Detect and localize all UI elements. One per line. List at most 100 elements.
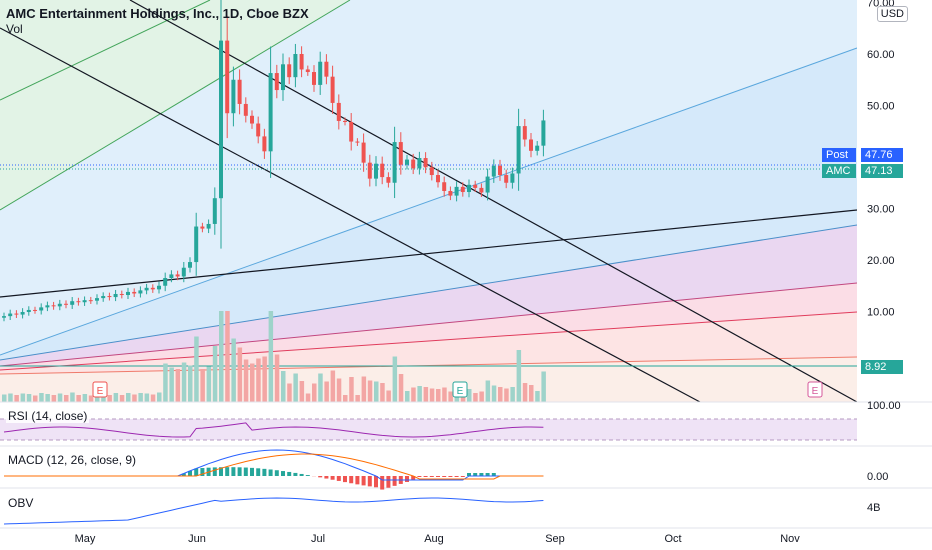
macd-histogram-bar — [212, 467, 217, 476]
candle — [212, 198, 217, 224]
volume-bar — [448, 391, 453, 402]
fib-band — [0, 0, 857, 355]
volume-bar — [268, 311, 274, 402]
macd-histogram-bar — [479, 473, 484, 476]
volume-bar — [2, 394, 7, 402]
volume-bar — [88, 395, 94, 402]
volume-bar — [200, 369, 205, 402]
volume-label: Vol — [6, 22, 23, 36]
macd-histogram-bar — [355, 476, 360, 485]
volume-bar — [231, 338, 236, 402]
volume-bar — [281, 371, 286, 402]
macd-histogram-bar — [262, 468, 267, 476]
candle — [45, 305, 50, 308]
candle — [535, 145, 540, 151]
volume-bar — [132, 394, 137, 402]
amc-label: AMC — [822, 164, 856, 178]
candle — [485, 176, 490, 193]
candle — [231, 79, 236, 114]
candle — [169, 274, 174, 279]
candle — [361, 142, 366, 163]
candle — [473, 184, 478, 188]
candle — [175, 274, 180, 277]
candle — [417, 158, 422, 169]
macd-histogram-bar — [200, 468, 205, 476]
volume-bar — [95, 393, 100, 402]
volume-bar — [411, 387, 416, 402]
volume-bar — [349, 377, 354, 402]
x-tick-label: Jul — [311, 533, 325, 545]
fan-line — [0, 311, 858, 371]
macd-tick-label: 0.00 — [867, 471, 888, 483]
earnings-marker — [92, 381, 108, 398]
price-axis — [857, 0, 932, 550]
volume-bar — [367, 380, 373, 402]
fan-line — [0, 47, 858, 356]
volume-bar — [169, 367, 174, 402]
rsi-pane-label: RSI (14, close) — [6, 409, 90, 423]
macd-histogram-bar — [405, 476, 409, 482]
candle — [498, 165, 502, 176]
candle — [95, 298, 99, 301]
macd-histogram-bar — [231, 467, 236, 476]
macd-histogram-bar — [367, 476, 372, 487]
earnings-marker — [452, 381, 468, 398]
volume-bar — [473, 393, 478, 402]
candle — [529, 139, 533, 151]
macd-histogram-bar — [380, 476, 385, 490]
candle — [343, 120, 347, 122]
x-tick-label: Nov — [780, 533, 800, 545]
macd-histogram-bar — [448, 476, 453, 477]
candle — [330, 76, 335, 103]
macd-histogram-bar — [411, 476, 416, 480]
y-tick-label: 70.00 — [867, 0, 895, 10]
volume-bar — [119, 395, 125, 402]
currency-button[interactable]: USD — [876, 6, 908, 22]
volume-bar — [138, 393, 143, 402]
earnings-marker-label: E — [812, 386, 819, 397]
volume-bar — [188, 365, 193, 402]
volume-bar — [330, 370, 336, 402]
candle — [454, 186, 459, 196]
candle — [237, 79, 242, 104]
candle — [380, 163, 385, 178]
candle — [88, 300, 93, 302]
candle — [20, 312, 25, 315]
candle — [411, 159, 416, 169]
candle — [405, 159, 409, 165]
macd-histogram-bar — [330, 476, 335, 480]
volume-bar — [336, 378, 342, 402]
fib-band — [0, 48, 857, 360]
macd-histogram-bar — [219, 467, 223, 476]
macd-histogram-bar — [299, 473, 304, 476]
candle — [516, 126, 521, 174]
macd-histogram-bar — [374, 476, 378, 488]
macd-histogram-bar — [423, 476, 428, 477]
macd-histogram-bar — [392, 476, 397, 486]
candle — [262, 136, 267, 152]
candle — [57, 303, 62, 307]
volume-bar — [305, 393, 311, 402]
volume-bar — [343, 395, 348, 402]
volume-bar — [206, 366, 212, 402]
volume-bar — [250, 363, 255, 402]
candle — [8, 313, 13, 317]
candle — [281, 64, 285, 91]
candle — [219, 40, 223, 199]
rsi-line — [3, 422, 544, 438]
volume-bar — [107, 395, 112, 402]
volume-bar — [417, 386, 422, 402]
candle — [491, 165, 496, 177]
candle — [305, 69, 310, 73]
volume-bar — [423, 387, 429, 402]
earnings-marker-label: E — [457, 386, 464, 397]
volume-bar — [8, 393, 13, 402]
macd-histogram-bar — [287, 471, 292, 476]
candle — [126, 291, 130, 296]
candle — [206, 223, 211, 229]
macd-histogram-bar — [181, 473, 186, 476]
y-tick-label: 10.00 — [867, 307, 895, 319]
candle — [423, 158, 428, 168]
volume-bar — [479, 391, 484, 402]
